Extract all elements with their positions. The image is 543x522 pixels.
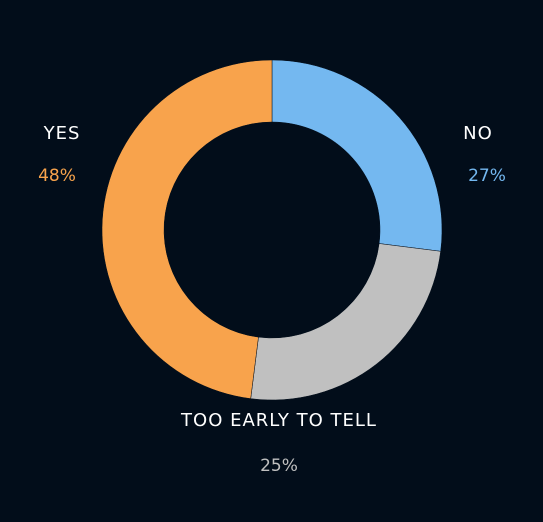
donut-slice xyxy=(271,59,443,252)
value-label: 27% xyxy=(468,166,506,186)
donut-slice xyxy=(101,59,273,399)
category-label: YES xyxy=(43,123,81,144)
donut-slice xyxy=(250,243,441,401)
value-label: 25% xyxy=(260,456,298,476)
category-label: NO xyxy=(463,123,493,144)
value-label: 48% xyxy=(38,166,76,186)
category-label: TOO EARLY TO TELL xyxy=(180,410,377,431)
